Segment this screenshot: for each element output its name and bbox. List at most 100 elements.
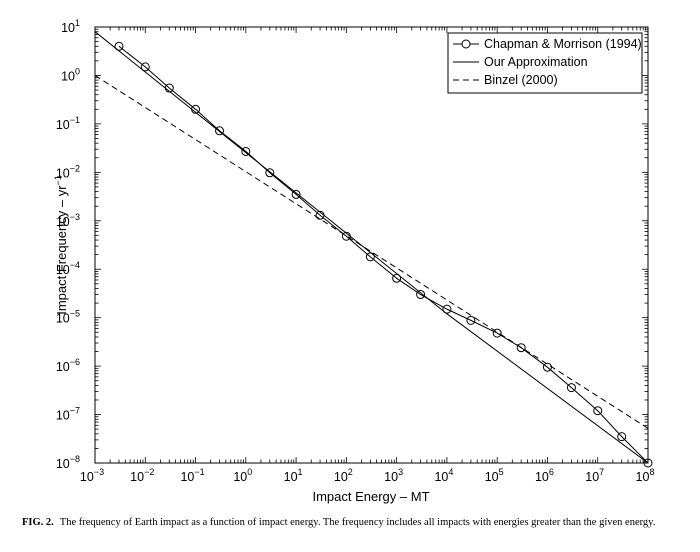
x-tick-label: 101	[284, 467, 303, 484]
y-tick-label-exponent: 1	[75, 18, 80, 28]
data-point-chapman-morrison	[140, 62, 150, 72]
x-tick-label: 103	[384, 467, 403, 484]
y-tick-label: 10−5	[56, 309, 80, 326]
x-tick-labels: 10−3 10−2 10−1 100 101 102 103 104 105 106 107 108	[80, 467, 655, 484]
data-point-chapman-morrison	[341, 231, 351, 241]
data-point-chapman-morrison	[164, 83, 174, 93]
data-point-chapman-morrison	[291, 189, 301, 199]
axis-ticks	[94, 26, 649, 464]
data-point-chapman-morrison	[114, 41, 124, 51]
x-tick-label-base: 10	[334, 470, 348, 484]
x-tick-label-exponent: 5	[499, 467, 504, 477]
y-tick-label-exponent: −6	[70, 357, 80, 367]
data-point-chapman-morrison	[593, 406, 603, 416]
y-axis-label-text: Impact Frequency – yr	[54, 185, 69, 315]
series-lines	[94, 31, 649, 464]
x-tick-label-exponent: 2	[348, 467, 353, 477]
y-tick-label-exponent: −5	[70, 309, 80, 319]
x-tick-label-exponent: −2	[144, 467, 154, 477]
y-tick-label-exponent: −4	[70, 260, 80, 270]
series-line-our-approximation	[94, 31, 649, 464]
y-tick-label-exponent: 0	[75, 66, 80, 76]
y-tick-label: 10−7	[56, 406, 80, 423]
x-tick-label-base: 10	[384, 470, 398, 484]
x-tick-label-base: 10	[284, 470, 298, 484]
x-tick-label-exponent: 8	[649, 467, 654, 477]
series-line-chapman-morrison	[118, 45, 649, 464]
x-tick-label: 108	[636, 467, 655, 484]
data-point-chapman-morrison	[617, 432, 627, 442]
y-tick-label-exponent: −7	[70, 406, 80, 416]
data-point-chapman-morrison	[365, 252, 375, 262]
x-tick-label-exponent: −1	[194, 467, 204, 477]
y-tick-label: 10−4	[56, 260, 80, 277]
x-tick-label-base: 10	[434, 470, 448, 484]
x-tick-label: 10−2	[130, 467, 154, 484]
y-tick-label-base: 10	[56, 118, 70, 132]
data-point-chapman-morrison	[392, 273, 402, 283]
x-tick-label-exponent: 4	[448, 467, 453, 477]
x-tick-label-base: 10	[80, 470, 94, 484]
legend-marker-chapman	[461, 39, 471, 49]
y-tick-label: 10−8	[56, 454, 80, 471]
x-tick-label-base: 10	[485, 470, 499, 484]
x-tick-label: 106	[535, 467, 554, 484]
y-tick-label-base: 10	[61, 21, 75, 35]
legend-label-approximation: Our Approximation	[484, 55, 588, 69]
x-tick-label-base: 10	[585, 470, 599, 484]
y-tick-label: 100	[61, 66, 80, 83]
x-tick-label: 107	[585, 467, 604, 484]
data-point-chapman-morrison	[492, 328, 502, 338]
legend-label-chapman: Chapman & Morrison (1994)	[484, 37, 642, 51]
y-tick-label-exponent: −1	[70, 115, 80, 125]
y-tick-label: 10−2	[56, 163, 80, 180]
x-tick-label: 104	[434, 467, 453, 484]
y-tick-label-base: 10	[56, 263, 70, 277]
x-tick-label-exponent: −3	[94, 467, 104, 477]
y-tick-label-base: 10	[56, 215, 70, 229]
data-point-chapman-morrison	[542, 362, 552, 372]
series-line-binzel	[94, 75, 649, 429]
y-tick-label-exponent: −2	[70, 163, 80, 173]
x-tick-label: 10−3	[80, 467, 104, 484]
caption-text: The frequency of Earth impact as a funct…	[59, 517, 656, 528]
y-tick-label-base: 10	[61, 69, 75, 83]
y-tick-label-base: 10	[56, 457, 70, 471]
data-point-chapman-morrison	[215, 126, 225, 136]
legend-box	[447, 32, 643, 94]
data-point-chapman-morrison	[315, 210, 325, 220]
caption-label: FIG. 2.	[22, 517, 54, 528]
legend: Chapman & Morrison (1994) Our Approximat…	[447, 32, 643, 94]
data-point-chapman-morrison	[566, 383, 576, 393]
y-axis-label: Impact Frequency – yr−1	[53, 175, 69, 315]
x-tick-label-base: 10	[233, 470, 247, 484]
data-point-chapman-morrison	[416, 290, 426, 300]
data-point-chapman-morrison	[191, 104, 201, 114]
data-point-chapman-morrison	[643, 458, 653, 468]
y-tick-label: 10−1	[56, 115, 80, 132]
data-point-chapman-morrison	[442, 304, 452, 314]
figure-caption: FIG. 2. The frequency of Earth impact as …	[22, 516, 698, 529]
x-tick-label-base: 10	[636, 470, 650, 484]
y-tick-label-base: 10	[56, 360, 70, 374]
x-tick-label-exponent: 3	[398, 467, 403, 477]
y-tick-label-exponent: −3	[70, 212, 80, 222]
x-axis-label: Impact Energy – MT	[312, 489, 429, 504]
y-tick-label-base: 10	[56, 409, 70, 423]
x-tick-label: 102	[334, 467, 353, 484]
data-point-chapman-morrison	[265, 168, 275, 178]
legend-label-binzel: Binzel (2000)	[484, 73, 558, 87]
x-tick-label-base: 10	[130, 470, 144, 484]
chart: 10−3 10−2 10−1 100 101 102 103 104 105 106 107 108 …	[53, 18, 655, 504]
x-tick-label-exponent: 7	[599, 467, 604, 477]
x-tick-label-base: 10	[180, 470, 194, 484]
x-tick-label-exponent: 1	[298, 467, 303, 477]
series-markers	[114, 41, 653, 468]
x-tick-label-base: 10	[535, 470, 549, 484]
y-tick-label-base: 10	[56, 166, 70, 180]
y-tick-label-exponent: −8	[70, 454, 80, 464]
x-tick-label: 10−1	[180, 467, 204, 484]
data-point-chapman-morrison	[241, 146, 251, 156]
data-point-chapman-morrison	[466, 315, 476, 325]
